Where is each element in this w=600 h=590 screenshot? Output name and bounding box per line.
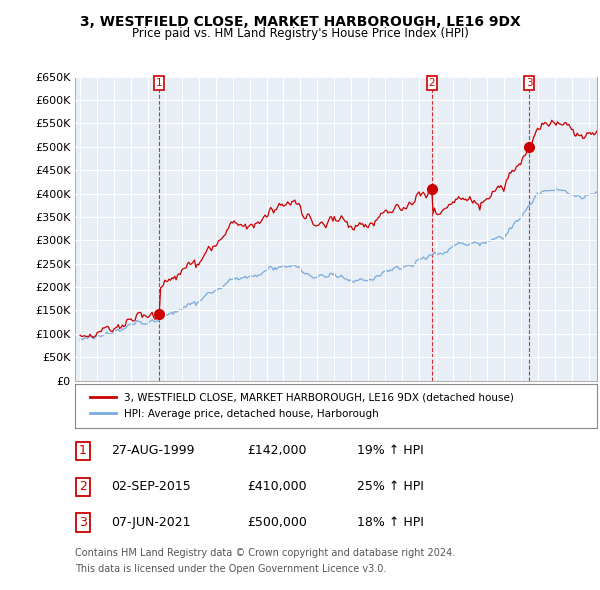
Text: Price paid vs. HM Land Registry's House Price Index (HPI): Price paid vs. HM Land Registry's House …	[131, 27, 469, 40]
Text: Contains HM Land Registry data © Crown copyright and database right 2024.: Contains HM Land Registry data © Crown c…	[75, 549, 455, 558]
Text: 1: 1	[79, 444, 87, 457]
Text: 2: 2	[428, 78, 435, 88]
Text: 3, WESTFIELD CLOSE, MARKET HARBOROUGH, LE16 9DX: 3, WESTFIELD CLOSE, MARKET HARBOROUGH, L…	[80, 15, 520, 29]
Text: 2: 2	[79, 480, 87, 493]
Text: 27-AUG-1999: 27-AUG-1999	[112, 444, 195, 457]
Text: 07-JUN-2021: 07-JUN-2021	[112, 516, 191, 529]
Text: £500,000: £500,000	[247, 516, 307, 529]
Text: 02-SEP-2015: 02-SEP-2015	[112, 480, 191, 493]
Text: This data is licensed under the Open Government Licence v3.0.: This data is licensed under the Open Gov…	[75, 564, 386, 574]
Text: 19% ↑ HPI: 19% ↑ HPI	[357, 444, 424, 457]
Text: 18% ↑ HPI: 18% ↑ HPI	[357, 516, 424, 529]
Text: 3: 3	[79, 516, 87, 529]
Text: 25% ↑ HPI: 25% ↑ HPI	[357, 480, 424, 493]
Text: £410,000: £410,000	[247, 480, 307, 493]
Text: 3: 3	[526, 78, 533, 88]
Legend: 3, WESTFIELD CLOSE, MARKET HARBOROUGH, LE16 9DX (detached house), HPI: Average p: 3, WESTFIELD CLOSE, MARKET HARBOROUGH, L…	[85, 388, 518, 423]
Text: £142,000: £142,000	[247, 444, 307, 457]
Text: 1: 1	[156, 78, 163, 88]
